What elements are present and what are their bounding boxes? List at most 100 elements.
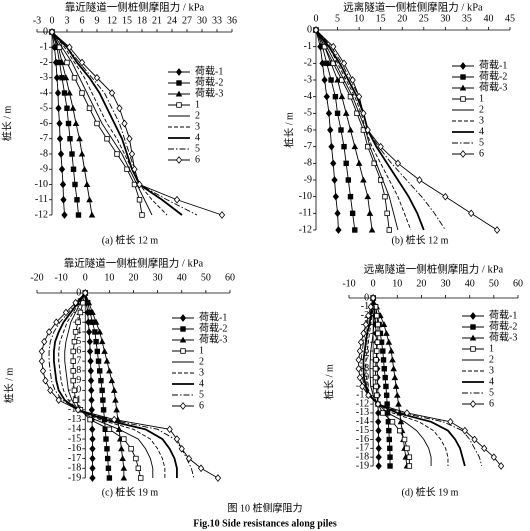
- marker: [332, 192, 339, 201]
- marker: [375, 417, 382, 426]
- marker: [342, 109, 350, 116]
- y-tick-label: -5: [304, 108, 312, 119]
- legend-label: 3: [489, 365, 494, 376]
- x-tick-label: -20: [30, 272, 43, 283]
- marker: [392, 382, 400, 389]
- y-tick-label: -1: [40, 42, 48, 53]
- y-tick-label: -2: [40, 57, 48, 68]
- y-tick-label: -5: [361, 337, 369, 348]
- y-tick-label: -4: [304, 91, 312, 102]
- panel-caption: (b) 桩长 12 m: [392, 233, 449, 246]
- marker: [214, 474, 222, 482]
- marker: [471, 435, 478, 444]
- marker: [176, 102, 182, 108]
- marker: [64, 59, 70, 66]
- legend-label: 5: [489, 387, 494, 398]
- figure-caption: 图 10 桩侧摩阻力: [228, 501, 303, 514]
- series-line: [315, 29, 412, 231]
- marker: [469, 400, 477, 408]
- marker: [460, 96, 466, 102]
- marker: [105, 465, 112, 471]
- marker: [386, 436, 393, 443]
- marker: [38, 347, 45, 356]
- marker: [364, 193, 372, 200]
- marker: [94, 120, 100, 127]
- marker: [493, 226, 501, 234]
- marker: [70, 348, 76, 355]
- marker: [377, 142, 384, 151]
- marker: [72, 181, 78, 188]
- marker: [347, 126, 354, 133]
- marker: [75, 319, 81, 325]
- marker: [89, 435, 96, 443]
- marker: [380, 357, 387, 363]
- marker: [355, 356, 362, 364]
- marker: [71, 75, 78, 81]
- marker: [175, 90, 183, 97]
- marker: [325, 109, 333, 118]
- marker: [39, 367, 47, 375]
- marker: [121, 436, 127, 442]
- marker: [93, 73, 101, 82]
- marker: [93, 338, 99, 345]
- marker: [459, 84, 467, 91]
- series-line: [365, 298, 449, 466]
- legend-label: 3: [195, 121, 200, 132]
- marker: [365, 311, 372, 320]
- marker: [460, 74, 466, 80]
- marker: [56, 119, 63, 128]
- figure-caption-en: Fig.10 Side resistances along piles: [193, 518, 337, 529]
- marker: [343, 160, 349, 167]
- marker: [334, 76, 341, 83]
- marker: [327, 126, 334, 134]
- marker: [375, 435, 382, 444]
- y-tick-label: -3: [40, 72, 48, 83]
- legend-label: 4: [479, 126, 484, 137]
- y-tick-label: 0: [307, 24, 312, 35]
- marker: [87, 367, 94, 375]
- marker: [133, 455, 139, 462]
- y-tick-label: -12: [356, 398, 369, 409]
- y-tick-label: -10: [35, 179, 48, 190]
- legend-label: 荷载-3: [195, 87, 223, 99]
- marker: [373, 383, 379, 390]
- marker: [180, 326, 186, 332]
- marker: [334, 110, 341, 117]
- marker: [185, 454, 193, 463]
- marker: [372, 366, 379, 372]
- y-tick-label: -13: [68, 414, 81, 425]
- marker: [468, 209, 475, 218]
- marker: [126, 134, 133, 143]
- marker: [79, 90, 85, 96]
- marker: [349, 76, 356, 84]
- y-tick-label: -9: [361, 372, 369, 383]
- chart-title: 远离隧道一侧桩侧摩阻力 / kPa: [364, 262, 504, 275]
- panel-caption: (d) 桩长 19 m: [402, 485, 459, 498]
- x-tick-label: 20: [129, 272, 139, 283]
- marker: [81, 165, 88, 172]
- marker: [87, 357, 94, 365]
- x-tick-label: -10: [342, 278, 355, 289]
- marker: [347, 193, 354, 200]
- y-tick-label: -2: [361, 310, 369, 321]
- panel-caption: (c) 桩长 19 m: [102, 485, 159, 498]
- marker: [380, 321, 388, 328]
- marker: [131, 165, 138, 174]
- marker: [135, 465, 142, 471]
- legend-label: 荷载-1: [489, 309, 517, 321]
- legend-label: 2: [199, 356, 204, 367]
- marker: [106, 367, 113, 374]
- marker: [77, 309, 84, 316]
- y-tick-label: 0: [76, 287, 81, 298]
- marker: [338, 127, 344, 133]
- marker: [104, 446, 110, 452]
- y-tick-label: -12: [299, 224, 312, 235]
- y-tick-label: -14: [68, 424, 81, 435]
- x-tick-label: 45: [505, 13, 515, 24]
- marker: [66, 89, 73, 96]
- x-tick-label: 30: [441, 278, 451, 289]
- marker: [128, 446, 134, 452]
- x-tick-label: -10: [54, 272, 67, 283]
- marker: [89, 309, 96, 315]
- marker: [380, 410, 386, 416]
